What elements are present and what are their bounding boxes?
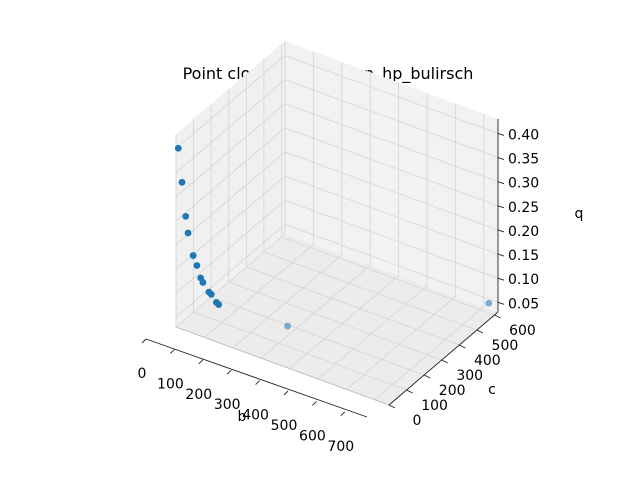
y-tick-label: 200 (439, 383, 466, 399)
x-tick-label: 500 (271, 418, 298, 434)
grid-line-z (175, 79, 286, 173)
grid-line-y (228, 281, 442, 361)
data-point (174, 144, 182, 152)
z-tick-mark (497, 277, 505, 281)
x-tick-label: 700 (327, 439, 354, 455)
y-tick-label: 100 (421, 398, 448, 414)
data-point (199, 279, 207, 286)
y-axis-line (388, 311, 499, 406)
z-tick-label: 0.10 (508, 272, 539, 288)
x-axis-line (145, 338, 368, 418)
x-tick-label: 400 (242, 408, 269, 424)
y-tick-label: 500 (492, 338, 519, 354)
grid-line-z (284, 175, 499, 255)
y-tick-mark (476, 329, 484, 334)
y-tick-mark (441, 359, 448, 364)
data-point (207, 290, 215, 298)
z-tick-label: 0.15 (508, 248, 539, 264)
z-tick-mark (497, 229, 505, 233)
z-tick-mark (497, 205, 505, 209)
grid-line-z (284, 55, 499, 134)
y-tick-mark (459, 344, 466, 349)
z-tick-label: 0.20 (508, 224, 539, 240)
grid-line-y (281, 236, 495, 316)
x-tick-mark (312, 401, 317, 406)
data-point (182, 212, 190, 220)
z-tick-label: 0.35 (508, 152, 539, 168)
y-tick-mark (494, 314, 501, 319)
z-tick-label: 0.40 (508, 127, 539, 143)
z-axis-label: q (575, 206, 584, 222)
y-tick-mark (423, 374, 431, 379)
grid-line-x (289, 275, 399, 369)
grid-line-y (193, 311, 407, 391)
data-point (215, 301, 223, 308)
grid-line-z (175, 127, 286, 222)
x-tick-label: 100 (157, 376, 184, 392)
x-tick-mark (283, 390, 289, 396)
y-tick-label: 400 (474, 353, 501, 369)
data-point (485, 299, 493, 307)
floor-pane (176, 234, 498, 405)
y-axis-label: c (488, 382, 496, 398)
x-tick-label: 600 (299, 428, 326, 444)
grid-line-x (346, 296, 456, 390)
grid-line-z (175, 151, 286, 246)
data-point (189, 252, 197, 259)
grid-line-x (204, 244, 314, 338)
z-tick-label: 0.25 (508, 200, 539, 216)
grid-line-z (284, 151, 499, 231)
grid-line-z (175, 199, 286, 294)
pane-edge (175, 326, 390, 406)
tick-labels: 0100200300400500600700010020030040050060… (138, 127, 540, 454)
x-axis-label: b (238, 409, 247, 425)
x-tick-mark (170, 349, 175, 354)
grid-line-x (232, 254, 343, 349)
x-tick-label: 0 (138, 366, 147, 382)
axis-lines (141, 119, 505, 418)
data-point (178, 178, 186, 186)
grid-line-z (175, 103, 286, 198)
grid-line-y (263, 251, 478, 331)
grid-line-x (175, 233, 286, 328)
data-point (184, 229, 192, 237)
y-tick-mark (406, 389, 413, 394)
x-tick-mark (340, 411, 346, 417)
grid-line-y (211, 296, 425, 376)
grid-line-z (284, 223, 499, 303)
z-tick-label: 0.30 (508, 176, 539, 192)
grid-line-z (175, 224, 286, 318)
grid-line-z (284, 103, 499, 183)
axes-panes (176, 41, 498, 405)
x-tick-mark (198, 359, 204, 365)
x-tick-mark (141, 338, 147, 344)
y-tick-mark (388, 404, 396, 409)
z-tick-mark (497, 157, 505, 161)
grid-line-z (175, 55, 286, 149)
grid-line-y (246, 266, 460, 346)
left-pane (176, 41, 285, 327)
y-tick-label: 300 (456, 368, 483, 384)
data-point (284, 322, 291, 330)
grid-line-z (284, 127, 499, 207)
grid-line-z (284, 79, 499, 158)
grid-line-x (260, 264, 371, 359)
x-tick-mark (255, 380, 260, 385)
z-tick-label: 0.05 (508, 296, 539, 312)
grid-line-x (317, 285, 428, 380)
y-tick-label: 0 (413, 413, 422, 429)
x-tick-label: 300 (214, 397, 241, 413)
data-point (193, 262, 201, 269)
grid-line-z (284, 199, 499, 279)
y-tick-label: 600 (509, 323, 536, 339)
data-points (174, 144, 493, 330)
z-tick-mark (497, 253, 505, 257)
z-tick-mark (497, 181, 505, 185)
x-tick-mark (226, 369, 232, 375)
grid-line-x (374, 306, 485, 401)
x-tick-label: 200 (185, 387, 212, 403)
z-tick-mark (497, 301, 505, 305)
z-tick-mark (497, 133, 505, 136)
